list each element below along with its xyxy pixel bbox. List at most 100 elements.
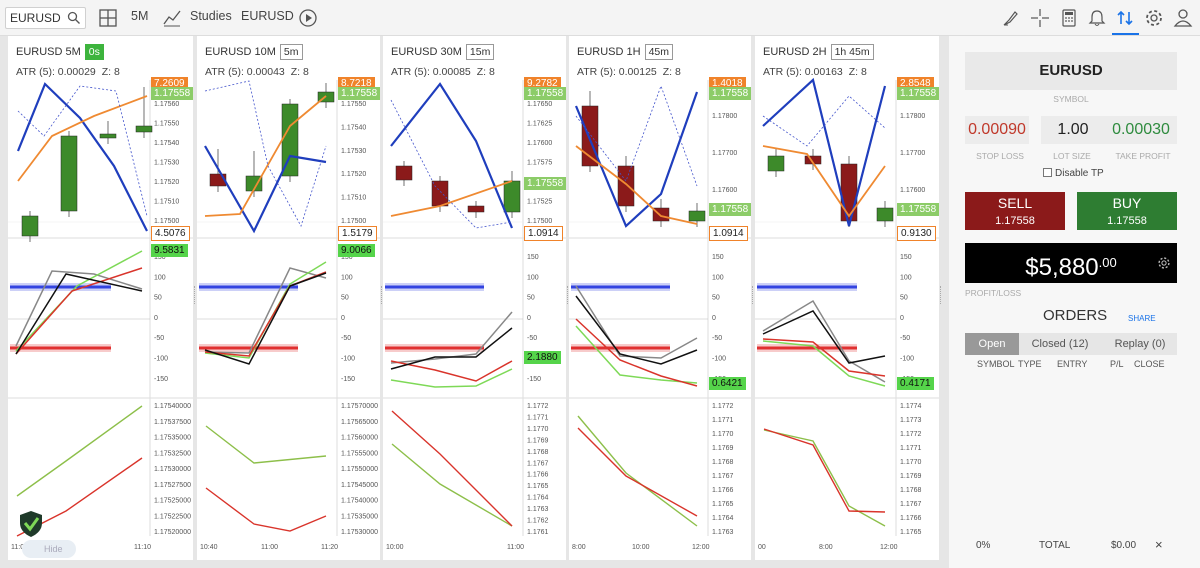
oscillator-gray-line <box>204 267 327 354</box>
panel-resize-handle[interactable] <box>752 286 754 304</box>
z-value: Z: 8 <box>848 66 867 78</box>
bottom-tick-label: 1.1772 <box>900 431 922 438</box>
z-value: Z: 8 <box>662 66 681 78</box>
time-tick-label: 12:00 <box>692 544 710 551</box>
layout-grid-icon[interactable] <box>98 8 118 28</box>
timeframe-selector[interactable]: 5M <box>131 9 149 23</box>
time-tick-label: 11:00 <box>261 544 278 551</box>
replay-icon[interactable] <box>298 8 318 28</box>
search-icon[interactable] <box>67 11 81 25</box>
oscillator-tick-label: 150 <box>527 254 539 261</box>
blue-band <box>10 285 111 289</box>
close-all-button[interactable]: × <box>1155 537 1163 552</box>
chart-canvas[interactable]: 1.17560 1.17550 1.17540 1.17530 1.17520 1.175… <box>8 36 193 560</box>
take-profit-input[interactable]: 0.00030 <box>1105 116 1177 144</box>
share-link[interactable]: SHARE <box>1128 314 1156 323</box>
orders-title: ORDERS <box>1043 307 1108 324</box>
chart-canvas[interactable]: 1.178001.177001.17600150100500-50-100-15… <box>569 36 751 560</box>
trade-arrows-icon[interactable] <box>1115 8 1135 28</box>
bottom-tick-label: 1.1767 <box>712 473 734 480</box>
oscillator-gray-line <box>575 285 698 359</box>
chart-panel-2[interactable]: 1.17550 1.17540 1.17530 1.17520 1.17510 1.175… <box>197 36 383 560</box>
tab-replay[interactable]: Replay (0) <box>1114 338 1166 350</box>
compare-symbol-button[interactable]: EURUSD <box>241 9 294 23</box>
hide-button[interactable]: Hide <box>22 540 76 558</box>
bottom-red-line <box>763 428 886 513</box>
price-tick-label: 1.17520 <box>154 179 179 186</box>
bottom-tick-label: 1.17530000 <box>341 529 378 536</box>
indicator-tag: 1.0914 <box>709 226 748 241</box>
price-tick-label: 1.17525 <box>527 199 552 206</box>
bottom-tick-label: 1.17530000 <box>154 466 191 473</box>
chart-panel-1[interactable]: 1.17560 1.17550 1.17540 1.17530 1.17520 1.175… <box>8 36 196 560</box>
chart-panel-3[interactable]: 1.176501.176251.176001.175751.175501.175… <box>383 36 569 560</box>
oscillator-tick-label: 100 <box>712 274 724 281</box>
chart-canvas[interactable]: 1.178001.177001.17600150100500-50-100-15… <box>755 36 939 560</box>
tab-closed[interactable]: Closed (12) <box>1031 338 1089 350</box>
candle-1 <box>395 165 413 181</box>
bar-countdown-badge: 1h 45m <box>830 44 874 60</box>
symbol-selector[interactable]: EURUSD <box>965 52 1177 90</box>
price-tag-orange: 1.4018 <box>709 77 746 90</box>
z-value: Z: 8 <box>101 66 120 78</box>
lot-size-input[interactable]: 1.00 <box>1041 116 1105 144</box>
disable-tp-checkbox[interactable] <box>1043 168 1052 177</box>
stop-loss-input[interactable]: 0.00090 <box>965 116 1029 144</box>
chart-canvas[interactable]: 1.17550 1.17540 1.17530 1.17520 1.17510 1.175… <box>197 36 380 560</box>
user-icon[interactable] <box>1173 8 1193 28</box>
buy-button[interactable]: BUY 1.17558 <box>1077 192 1177 230</box>
bottom-tick-label: 1.17565000 <box>341 419 378 426</box>
price-tag-orange: 2.8548 <box>897 77 934 90</box>
sell-button[interactable]: SELL 1.17558 <box>965 192 1065 230</box>
top-toolbar: EURUSD 5M Studies EURUSD <box>0 0 1200 36</box>
oscillator-tick-label: 50 <box>527 295 535 302</box>
price-tick-label: 1.17700 <box>900 150 925 157</box>
candle-4 <box>876 207 894 222</box>
oscillator-gray-line <box>762 299 886 383</box>
oscillator-tick-label: 0 <box>154 315 158 322</box>
crosshair-icon[interactable] <box>1030 8 1050 28</box>
atr-value: ATR (5): 0.00085 <box>391 66 471 78</box>
candle-4 <box>135 125 153 133</box>
gear-icon[interactable] <box>1157 256 1171 270</box>
atr-value: ATR (5): 0.00029 <box>16 66 96 78</box>
price-tag-orange: 9.2782 <box>524 77 561 90</box>
oscillator-black-line <box>15 273 143 355</box>
panel-symbol-timeframe: EURUSD 1H <box>577 46 641 58</box>
red-band <box>199 346 298 350</box>
oscillator-tick-label: -100 <box>154 356 168 363</box>
panel-title: EURUSD 1H 45m <box>577 44 674 60</box>
chart-panel-4[interactable]: 1.178001.177001.17600150100500-50-100-15… <box>569 36 754 560</box>
panel-resize-handle[interactable] <box>194 286 196 304</box>
disable-tp-toggle[interactable]: Disable TP <box>1043 168 1104 179</box>
panel-resize-handle[interactable] <box>940 286 942 304</box>
draw-tool-icon[interactable] <box>1001 8 1021 28</box>
bottom-tick-label: 1.1770 <box>712 431 734 438</box>
dotted-band-line <box>575 84 698 187</box>
price-tick-label: 1.17800 <box>712 113 737 120</box>
chart-panel-5[interactable]: 1.178001.177001.17600150100500-50-100-15… <box>755 36 942 560</box>
tab-open[interactable]: Open <box>965 333 1019 355</box>
price-tick-label: 1.17530 <box>154 160 179 167</box>
bottom-tick-label: 1.1771 <box>527 414 549 421</box>
column-symbol: SYMBOL <box>977 359 1015 369</box>
time-tick-label: 8:00 <box>572 544 586 551</box>
oscillator-gray-line <box>15 270 143 347</box>
panel-resize-handle[interactable] <box>567 286 569 304</box>
chart-type-icon[interactable] <box>162 8 182 28</box>
calculator-icon[interactable] <box>1059 8 1079 28</box>
panel-resize-handle[interactable] <box>381 286 383 304</box>
bottom-tick-label: 1.1768 <box>527 449 549 456</box>
bell-icon[interactable] <box>1087 8 1107 28</box>
orange-moving-average <box>575 145 698 225</box>
studies-button[interactable]: Studies <box>190 9 232 23</box>
chart-canvas[interactable]: 1.176501.176251.176001.175751.175501.175… <box>383 36 566 560</box>
sell-price: 1.17558 <box>995 215 1035 227</box>
symbol-search-input[interactable]: EURUSD <box>5 7 86 29</box>
bottom-tick-label: 1.1766 <box>712 487 734 494</box>
bottom-tick-label: 1.1769 <box>900 473 922 480</box>
dotted-band-line <box>17 85 148 217</box>
gear-icon[interactable] <box>1144 8 1164 28</box>
bottom-tick-label: 1.17527500 <box>154 482 191 489</box>
oscillator-black-line <box>204 272 327 365</box>
